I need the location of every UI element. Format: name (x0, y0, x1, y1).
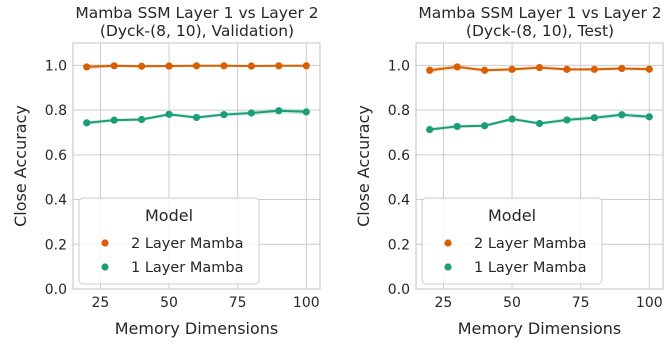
data-point (275, 107, 283, 115)
y-tick-label: 0.4 (388, 193, 410, 209)
y-tick-label: 0.0 (388, 282, 410, 298)
legend-box (421, 197, 603, 285)
y-tick-label: 0.4 (45, 193, 67, 209)
data-point (247, 109, 255, 117)
series-2 (83, 107, 310, 127)
data-point (138, 115, 146, 124)
data-point (481, 66, 489, 74)
data-point (645, 65, 653, 73)
data-point (535, 119, 544, 128)
plot-frame (415, 42, 664, 290)
data-point (618, 111, 626, 119)
x-tick-label: 75 (229, 295, 247, 311)
chart-panel-1: 0.0 0.2 0.4 0.6 0.8 1.0 25 50 75 100 Mamba SSM Lay… (11, 4, 321, 338)
plot-frame (72, 42, 321, 290)
data-point (83, 63, 91, 71)
data-point (302, 62, 310, 70)
series-2 (426, 111, 653, 134)
y-axis-label: Close Accuracy (11, 105, 30, 227)
data-point (138, 62, 146, 70)
data-point (165, 110, 173, 118)
data-point (618, 64, 626, 73)
data-point (220, 62, 228, 70)
data-point (563, 65, 571, 73)
data-point (645, 113, 653, 121)
legend-entry: 1 Layer Mamba (474, 260, 586, 276)
data-point (481, 122, 489, 130)
y-axis-label: Close Accuracy (354, 105, 373, 227)
data-point (220, 110, 228, 119)
x-tick-label: 50 (160, 295, 178, 311)
chart-title-line-1: Mamba SSM Layer 1 vs Layer 2 (75, 4, 318, 22)
y-tick-label: 1.0 (45, 58, 67, 74)
legend-marker (101, 239, 109, 247)
data-point (508, 65, 516, 73)
series-1 (83, 62, 310, 71)
x-axis-label: Memory Dimensions (458, 319, 622, 338)
y-tick-label: 1.0 (388, 58, 410, 74)
data-point (165, 62, 173, 70)
x-tick-label: 100 (293, 295, 320, 311)
chart-title-line-1: Mamba SSM Layer 1 vs Layer 2 (418, 4, 661, 22)
data-point (110, 116, 118, 124)
legend-marker (444, 239, 452, 247)
data-point (247, 62, 255, 70)
y-tick-label: 0.8 (388, 103, 410, 119)
chart-panel-2: 0.0 0.2 0.4 0.6 0.8 1.0 25 50 75 100 Mamba SSM Lay… (354, 4, 664, 338)
data-point (590, 114, 598, 122)
data-point (192, 62, 201, 70)
y-tick-label: 0.2 (388, 237, 410, 253)
data-point (508, 115, 516, 123)
data-point (563, 116, 571, 124)
legend-title: Model (488, 206, 536, 225)
legend-marker (101, 263, 109, 271)
legend: Model 2 Layer Mamba 1 Layer Mamba (421, 197, 603, 285)
chart-title-line-2: (Dyck-(8, 10), Test) (466, 22, 614, 40)
legend-entry: 2 Layer Mamba (131, 236, 243, 252)
y-tick-label: 0.8 (45, 103, 67, 119)
x-axis-label: Memory Dimensions (115, 319, 279, 338)
legend-entry: 1 Layer Mamba (131, 260, 243, 276)
data-point (83, 119, 91, 127)
x-tick-label: 100 (636, 295, 663, 311)
data-point (192, 113, 201, 122)
data-point (426, 66, 434, 74)
chart-title-line-2: (Dyck-(8, 10), Validation) (100, 22, 294, 40)
x-tick-label: 25 (435, 295, 453, 311)
legend-entry: 2 Layer Mamba (474, 236, 586, 252)
data-point (535, 64, 544, 72)
data-point (590, 65, 598, 73)
legend: Model 2 Layer Mamba 1 Layer Mamba (78, 197, 260, 285)
data-point (110, 62, 118, 70)
y-tick-label: 0.6 (388, 148, 410, 164)
data-point (453, 122, 461, 131)
y-tick-label: 0.6 (45, 148, 67, 164)
legend-marker (444, 263, 452, 271)
x-tick-label: 75 (572, 295, 590, 311)
legend-box (78, 197, 260, 285)
series-1 (426, 63, 653, 74)
data-point (426, 125, 434, 134)
legend-title: Model (145, 206, 193, 225)
data-point (275, 62, 283, 70)
data-point (453, 63, 461, 71)
y-tick-label: 0.2 (45, 237, 67, 253)
x-tick-label: 50 (503, 295, 521, 311)
y-tick-label: 0.0 (45, 282, 67, 298)
x-tick-label: 25 (92, 295, 110, 311)
data-point (302, 108, 310, 116)
